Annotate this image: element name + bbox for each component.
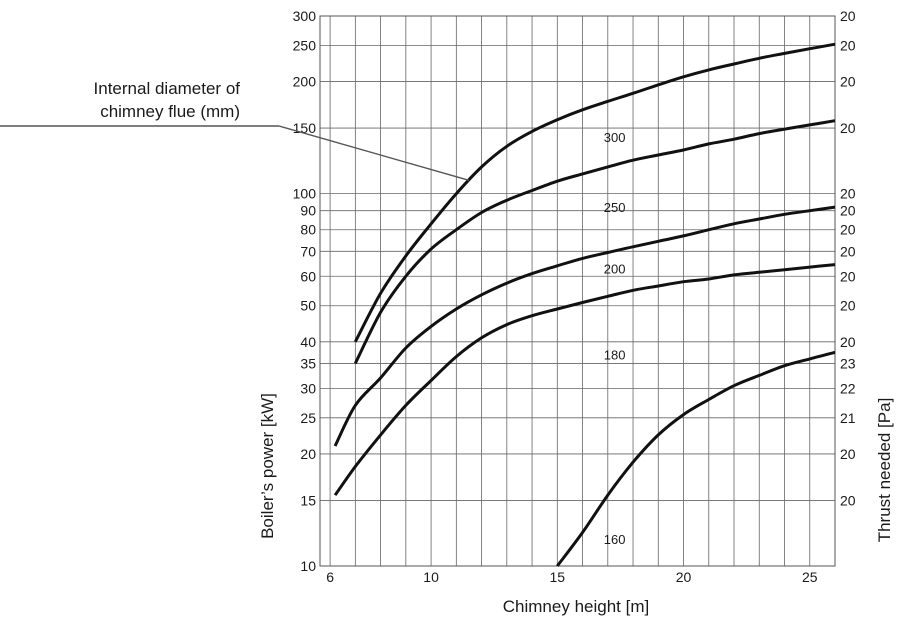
x-tick-label: 10 <box>423 569 439 585</box>
y2-tick-label: 20 <box>840 446 856 462</box>
x-tick-label: 6 <box>326 569 334 585</box>
y2-tick-label: 20 <box>840 8 856 24</box>
series-line-5 <box>556 350 836 567</box>
series-label: 200 <box>604 261 626 276</box>
y2-tick-label: 20 <box>840 492 856 508</box>
series-labels: 300 250 200 180 160 <box>604 130 626 547</box>
series-label: 160 <box>604 532 626 547</box>
y-tick-label: 40 <box>300 334 316 350</box>
x-axis-title: Chimney height [m] <box>503 597 649 616</box>
y-tick-label: 60 <box>300 268 316 284</box>
y-tick-label: 35 <box>300 355 316 371</box>
y2-tick-label: 20 <box>840 222 856 238</box>
y-axis-title: Boiler’s power [kW] <box>258 393 277 539</box>
annotation-leader-diagonal <box>278 125 470 181</box>
x-axis-ticks: 6 10 15 20 25 <box>326 569 818 585</box>
y2-tick-label: 20 <box>840 203 856 219</box>
annotation-line-1: Internal diameter of <box>94 79 241 98</box>
y2-tick-label: 23 <box>840 355 856 371</box>
y-tick-label: 10 <box>300 558 316 574</box>
y2-tick-label: 20 <box>840 298 856 314</box>
series-line-1 <box>353 42 836 343</box>
y-tick-label: 20 <box>300 446 316 462</box>
grid <box>320 15 836 567</box>
y-tick-label: 90 <box>300 203 316 219</box>
y-tick-label: 250 <box>293 37 317 53</box>
y2-tick-label: 20 <box>840 37 856 53</box>
y2-tick-label: 20 <box>840 243 856 259</box>
y-tick-label: 70 <box>300 243 316 259</box>
y2-tick-label: 21 <box>840 410 856 426</box>
series-line-2 <box>353 119 836 365</box>
y2-tick-label: 20 <box>840 334 856 350</box>
y-tick-label: 30 <box>300 380 316 396</box>
y-tick-label: 100 <box>293 186 317 202</box>
y-tick-label: 15 <box>300 492 316 508</box>
series-line-3 <box>333 205 836 447</box>
y2-axis-title: Thrust needed [Pa] <box>875 398 894 543</box>
x-tick-label: 20 <box>676 569 692 585</box>
series-label: 300 <box>604 130 626 145</box>
y-tick-label: 25 <box>300 410 316 426</box>
series-lines <box>333 42 836 567</box>
series-line-4 <box>333 263 836 496</box>
y-tick-label: 50 <box>300 298 316 314</box>
plot-frame <box>319 15 836 567</box>
annotation-line-2: chimney flue (mm) <box>100 102 240 121</box>
y2-tick-label: 22 <box>840 380 856 396</box>
x-tick-label: 15 <box>550 569 566 585</box>
series-label: 250 <box>604 200 626 215</box>
y-tick-label: 200 <box>293 74 317 90</box>
y2-tick-label: 20 <box>840 186 856 202</box>
series-label: 180 <box>604 347 626 362</box>
y2-tick-label: 20 <box>840 268 856 284</box>
x-tick-label: 25 <box>802 569 818 585</box>
y2-tick-label: 20 <box>840 74 856 90</box>
y2-tick-label: 20 <box>840 120 856 136</box>
y-tick-label: 80 <box>300 222 316 238</box>
y-tick-label: 300 <box>293 8 317 24</box>
